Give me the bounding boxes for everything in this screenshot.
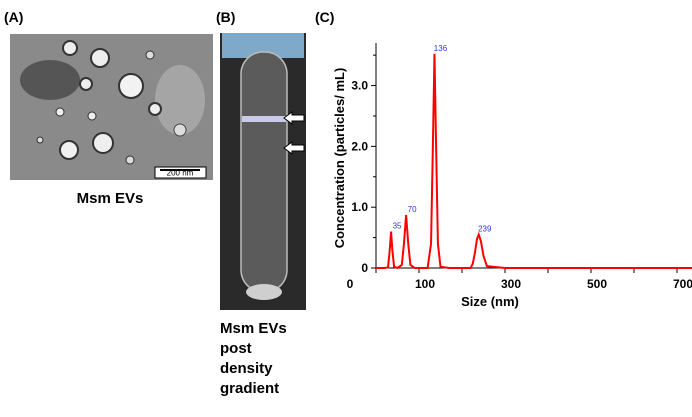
caption-line: Msm EVs xyxy=(220,320,287,337)
caption: Msm EVs xyxy=(77,190,144,207)
size-distribution-line xyxy=(376,53,692,270)
x-tick-label: 500 xyxy=(587,277,607,291)
chart: 0 1.0 2.0 3.0 0 100 300 500 700 Size (nm) Concentr… xyxy=(332,43,692,309)
y-tick-label: 3.0 xyxy=(351,79,368,93)
y-tick-label: 2.0 xyxy=(351,139,368,153)
y-tick-label: 0 xyxy=(361,261,368,275)
panel-label: (B) xyxy=(216,9,235,25)
peak-label: 70 xyxy=(408,205,417,214)
caption: Msm EVs post density gradient xyxy=(220,320,287,397)
caption-line: post xyxy=(220,340,252,357)
y-axis-label: Concentration (particles/ mL) xyxy=(332,68,347,249)
peak-label: 35 xyxy=(393,222,402,231)
x-tick-label: 0 xyxy=(347,277,354,291)
caption-line: gradient xyxy=(220,380,279,397)
caption-line: density xyxy=(220,360,273,377)
x-tick-label: 300 xyxy=(501,277,521,291)
micrograph xyxy=(10,34,213,180)
tube-photo xyxy=(220,33,306,310)
x-tick-label: 100 xyxy=(415,277,435,291)
scale-bar-label: 200 nm xyxy=(167,169,194,178)
x-axis-label: Size (nm) xyxy=(461,294,519,309)
peak-label: 136 xyxy=(434,44,448,53)
panel-label: (A) xyxy=(4,9,23,25)
y-tick-label: 1.0 xyxy=(351,200,368,214)
peak-label: 239 xyxy=(478,225,492,234)
panel-label: (C) xyxy=(315,9,334,25)
x-tick-label: 700 xyxy=(673,277,692,291)
